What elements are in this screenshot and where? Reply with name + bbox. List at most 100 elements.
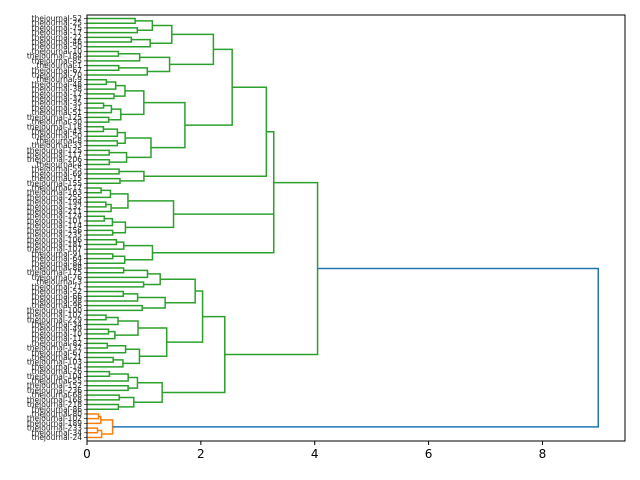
dendrogram-link-68 bbox=[87, 356, 114, 363]
dendrogram-link-20 bbox=[120, 90, 145, 116]
dendrogram-link-75 bbox=[87, 384, 129, 392]
leaf-label-39: thejournal-194 bbox=[27, 198, 82, 207]
leaf-label-84: thejournal-80 bbox=[32, 409, 83, 418]
dendrogram-link-30 bbox=[184, 48, 233, 126]
dendrogram-link-15 bbox=[113, 84, 126, 97]
dendrogram-link-56 bbox=[87, 290, 125, 298]
leaf-label-47: thejournal-106 bbox=[27, 235, 82, 244]
x-tick-label-3: 6 bbox=[425, 447, 433, 461]
leaf-label-33: thejournal-69 bbox=[32, 169, 83, 178]
leaf-label-13: thejournal-9 bbox=[36, 75, 82, 84]
dendrogram-link-81 bbox=[162, 315, 226, 394]
dendrogram-link-66 bbox=[87, 342, 109, 349]
dendrogram-link-43 bbox=[112, 221, 127, 234]
dendrogram-link-12 bbox=[87, 78, 108, 86]
dendrogram-link-44 bbox=[125, 200, 175, 229]
leaf-label-89: thejournal-24 bbox=[32, 433, 83, 442]
dendrogram-link-60 bbox=[160, 278, 196, 304]
leaf-label-66: thejournal-49 bbox=[32, 325, 83, 334]
x-axis: 0 2 4 6 8 bbox=[83, 441, 546, 461]
leaf-label-32: thejournal-55 bbox=[32, 165, 83, 174]
x-tick-label-1: 2 bbox=[197, 447, 205, 461]
leaf-label-18: thejournal-35 bbox=[32, 99, 83, 108]
leaf-label-79: thejournal-236 bbox=[27, 386, 82, 395]
dendrogram-link-34 bbox=[143, 86, 268, 177]
leaf-label-42: thejournal-124 bbox=[27, 212, 82, 221]
dendrogram-link-26 bbox=[87, 158, 111, 166]
dendrogram-link-55 bbox=[143, 273, 161, 286]
dendrogram-link-45 bbox=[87, 239, 118, 246]
dendrogram-link-32 bbox=[87, 177, 121, 185]
leaf-label-3: thejournal-17 bbox=[32, 28, 83, 37]
dendrogram-link-4 bbox=[87, 38, 151, 48]
leaf-label-16: thejournal-17 bbox=[32, 89, 83, 98]
leaf-label-1: thejournal-25 bbox=[32, 19, 83, 28]
leaf-label-17: thejournal-37 bbox=[32, 94, 83, 103]
leaf-label-4: thejournal-22 bbox=[32, 33, 83, 42]
dendrogram-link-13 bbox=[87, 81, 117, 90]
dendrogram-link-57 bbox=[87, 293, 139, 302]
leaf-label-23: thejournal-118 bbox=[27, 122, 82, 131]
dendrogram-link-67 bbox=[87, 344, 127, 354]
dendrogram-link-53 bbox=[87, 269, 149, 279]
dendrogram-link-52 bbox=[87, 267, 125, 274]
leaf-label-83: thejournal-86 bbox=[32, 405, 83, 414]
dendrogram-link-14 bbox=[87, 93, 115, 100]
dendrogram-link-18 bbox=[87, 116, 110, 123]
leaf-label-86: thejournal-189 bbox=[27, 419, 82, 428]
dendrogram-link-10 bbox=[139, 56, 171, 73]
leaf-label-36: thejournal-17 bbox=[32, 183, 83, 192]
dendrogram-link-83 bbox=[87, 413, 100, 420]
dendrogram-link-73 bbox=[87, 370, 111, 378]
leaf-label-14: thejournal-48 bbox=[32, 80, 83, 89]
leaf-label-52: thejournal-84 bbox=[32, 259, 83, 268]
dendrogram-link-19 bbox=[108, 108, 122, 121]
dendrogram-link-80 bbox=[133, 382, 163, 403]
dendrogram-link-21 bbox=[87, 126, 105, 133]
leaf-label-12: thejournal-70 bbox=[32, 70, 83, 79]
leaf-label-49: thejournal-107 bbox=[27, 245, 82, 254]
dendrogram-link-78 bbox=[87, 403, 120, 411]
leaf-label-43: thejournal-101 bbox=[27, 216, 82, 225]
leaf-label-19: thejournal-31 bbox=[32, 103, 83, 112]
leaf-label-75: thejournal-26 bbox=[32, 367, 83, 376]
dendrogram-link-71 bbox=[138, 327, 168, 358]
leaf-label-26: thejournal-8 bbox=[36, 136, 82, 145]
dendrogram-link-29 bbox=[143, 101, 186, 149]
leaf-label-80: thejournal-68 bbox=[32, 391, 83, 400]
leaf-label-71: thejournal-67 bbox=[32, 348, 83, 357]
dendrogram-link-0 bbox=[87, 17, 136, 24]
dendrogram-link-61 bbox=[87, 314, 107, 321]
dendrogram-link-46 bbox=[87, 241, 125, 250]
leaf-label-88: thejournal-34 bbox=[32, 428, 83, 437]
dendrogram-link-24 bbox=[117, 131, 126, 145]
dendrogram-link-47 bbox=[87, 253, 114, 260]
dendrogram-link-37 bbox=[87, 201, 107, 208]
leaf-label-72: thejournal-21 bbox=[32, 353, 83, 362]
leaf-label-76: thejournal-104 bbox=[27, 372, 82, 381]
leaf-label-9: thejournal-85 bbox=[32, 56, 83, 65]
leaf-label-45: thejournal-156 bbox=[27, 226, 82, 235]
leaf-label-31: thejournal-4 bbox=[36, 160, 82, 169]
dendrogram-link-50 bbox=[152, 213, 275, 254]
leaf-label-51: thejournal-64 bbox=[32, 254, 83, 263]
dendrogram-link-31 bbox=[87, 168, 120, 175]
leaf-label-2: thejournal-75 bbox=[32, 23, 83, 32]
dendrogram-link-39 bbox=[110, 193, 129, 209]
leaf-label-46: thejournal-235 bbox=[27, 231, 82, 240]
leaf-label-50: thejournal-91 bbox=[32, 249, 83, 258]
dendrogram-link-48 bbox=[87, 255, 126, 265]
leaf-label-11: thejournal-67 bbox=[32, 66, 83, 75]
leaf-label-70: thejournal-137 bbox=[27, 344, 82, 353]
dendrogram-link-79 bbox=[118, 396, 135, 408]
dendrogram-link-82 bbox=[224, 181, 319, 356]
dendrogram-link-72 bbox=[166, 290, 204, 343]
leaf-label-53: thejournal-88 bbox=[32, 264, 83, 273]
dendrogram-link-64 bbox=[87, 330, 116, 340]
dendrogram-link-40 bbox=[87, 215, 106, 222]
leaf-label-58: thejournal-52 bbox=[32, 287, 83, 296]
leaf-label-82: thejournal-218 bbox=[27, 400, 82, 409]
dendrogram-link-9 bbox=[87, 67, 148, 76]
